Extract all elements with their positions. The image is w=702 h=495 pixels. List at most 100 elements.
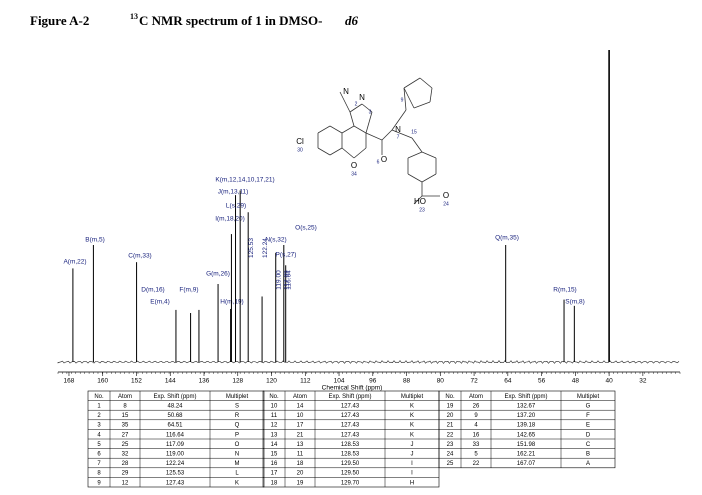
- x-tick-label: 160: [97, 378, 108, 385]
- table-cell: 122.24: [166, 461, 185, 467]
- table-cell: 18: [297, 461, 304, 467]
- peak-label: P(s,27): [276, 252, 297, 259]
- table-cell: 119.00: [166, 451, 185, 457]
- table-header: Exp. Shift (ppm): [328, 394, 371, 400]
- table-cell: 33: [473, 442, 480, 448]
- table-cell: 12: [122, 480, 129, 486]
- x-tick-label: 32: [639, 378, 647, 385]
- structure-label: N: [359, 93, 365, 102]
- x-tick-label: 104: [334, 378, 345, 385]
- structure-label: 30: [297, 147, 303, 153]
- table-cell: I: [411, 461, 413, 467]
- table-cell: 20: [447, 413, 454, 419]
- x-tick-label: 88: [403, 378, 411, 385]
- table-cell: J: [411, 451, 414, 457]
- table-cell: M: [235, 461, 240, 467]
- table-cell: L: [235, 471, 239, 477]
- peak-label: G(m,26): [206, 271, 230, 278]
- table-cell: K: [410, 423, 414, 429]
- table-cell: 25: [447, 461, 454, 467]
- table-cell: Q: [235, 423, 240, 429]
- structure-label: O: [443, 191, 449, 200]
- table-cell: K: [410, 403, 414, 409]
- table-cell: B: [586, 451, 590, 457]
- peak-label: C(m,33): [128, 253, 151, 260]
- table-cell: 64.51: [167, 423, 183, 429]
- table-cell: 10: [297, 413, 304, 419]
- caption-italic: d6: [345, 13, 359, 28]
- table-cell: 17: [297, 423, 304, 429]
- table-cell: 129.50: [341, 471, 360, 477]
- x-tick-label: 144: [165, 378, 176, 385]
- table-cell: 28: [122, 461, 129, 467]
- table-cell: G: [586, 403, 591, 409]
- x-tick-label: 112: [300, 378, 311, 385]
- table-header: Atom: [118, 394, 132, 400]
- table-cell: A: [586, 461, 590, 467]
- table-cell: 27: [122, 432, 129, 438]
- x-tick-label: 128: [232, 378, 243, 385]
- table-cell: 125.53: [166, 471, 185, 477]
- table-cell: 151.98: [517, 442, 536, 448]
- table-cell: 50.68: [167, 413, 183, 419]
- table-cell: 16: [271, 461, 278, 467]
- table-cell: 142.65: [517, 432, 536, 438]
- table-cell: 5: [474, 451, 478, 457]
- peak-label: F(m,9): [179, 287, 198, 294]
- table-cell: 48.24: [167, 403, 183, 409]
- peak-label: I(m,18,20): [215, 216, 245, 223]
- table-cell: 18: [271, 480, 278, 486]
- table-cell: 8: [123, 403, 127, 409]
- x-tick-label: 80: [437, 378, 445, 385]
- peak-label: K(m,12,14,10,17,21): [215, 177, 274, 184]
- x-tick-label: 40: [605, 378, 613, 385]
- x-tick-label: 152: [131, 378, 142, 385]
- table-cell: 16: [473, 432, 480, 438]
- table-cell: 3: [97, 423, 101, 429]
- table-cell: 13: [271, 432, 278, 438]
- table-header: Atom: [469, 394, 483, 400]
- structure-label: 15: [411, 129, 417, 135]
- peak-label: L(s,29): [226, 203, 246, 210]
- table-header: No.: [94, 394, 104, 400]
- peak-label: R(m,15): [553, 287, 576, 294]
- table-cell: 22: [447, 432, 454, 438]
- table-cell: 23: [447, 442, 454, 448]
- table-cell: 21: [297, 432, 304, 438]
- shift-label: 116.64: [285, 270, 292, 290]
- peak-label: O(s,25): [295, 225, 317, 232]
- table-cell: K: [410, 413, 414, 419]
- table-cell: 11: [297, 451, 304, 457]
- table-header: Multiplet: [226, 394, 249, 400]
- table-header: Atom: [293, 394, 307, 400]
- peak-label: H(m,19): [220, 299, 243, 306]
- structure-label: 3: [369, 109, 372, 115]
- table-cell: N: [235, 451, 239, 457]
- table-header: Multiplet: [577, 394, 600, 400]
- table-cell: 139.18: [517, 423, 536, 429]
- peak-label: E(m,4): [150, 299, 170, 306]
- structure-label: Cl: [296, 137, 304, 146]
- structure-label: 9: [401, 97, 404, 103]
- table-cell: 14: [297, 403, 304, 409]
- table-cell: 35: [122, 423, 129, 429]
- structure-drawing: [317, 77, 440, 205]
- table-header: Exp. Shift (ppm): [153, 394, 196, 400]
- peak-label: N(s,32): [265, 237, 286, 244]
- table-cell: 167.07: [517, 461, 536, 467]
- x-tick-label: 56: [538, 378, 546, 385]
- table-cell: 129.50: [341, 461, 360, 467]
- table-cell: 21: [447, 423, 454, 429]
- table-cell: F: [586, 413, 590, 419]
- table-cell: E: [586, 423, 590, 429]
- table-cell: 127.43: [341, 432, 360, 438]
- table-cell: 116.64: [166, 432, 185, 438]
- table-cell: 9: [97, 480, 101, 486]
- table-cell: 32: [122, 451, 129, 457]
- table-cell: 117.09: [166, 442, 185, 448]
- structure-label: HO: [414, 197, 426, 206]
- table-cell: 127.43: [341, 403, 360, 409]
- table-cell: 20: [297, 471, 304, 477]
- table-cell: 9: [474, 413, 478, 419]
